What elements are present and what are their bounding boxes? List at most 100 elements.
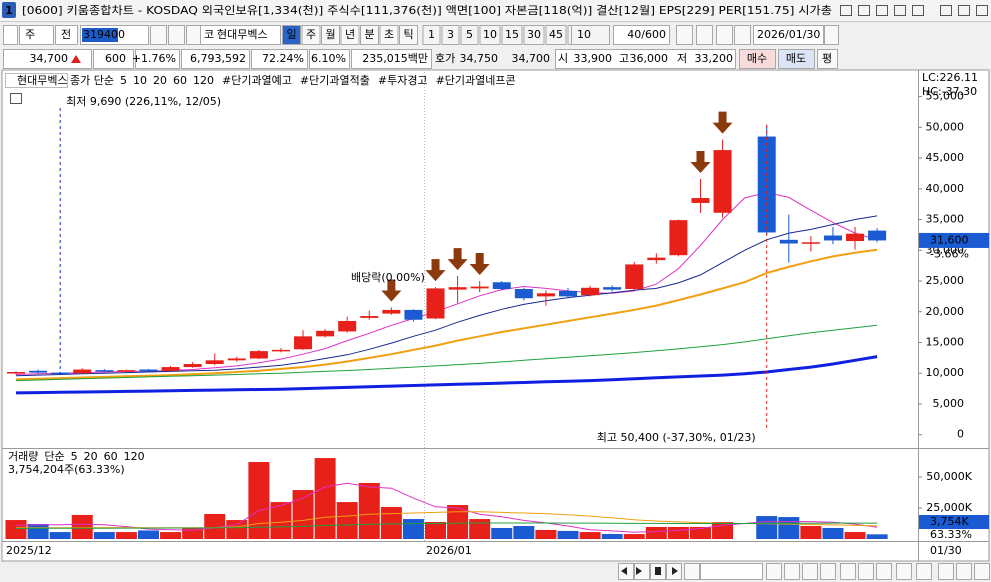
quote-value: 36,000 xyxy=(630,52,669,65)
quote-label: 고 xyxy=(619,52,629,65)
candle-body xyxy=(801,242,820,244)
dividend-note: 배당락(0.00%) xyxy=(351,271,425,284)
volume-bar xyxy=(667,526,689,539)
volume-bar xyxy=(248,462,270,539)
button[interactable] xyxy=(956,563,972,580)
volume-bar xyxy=(226,520,248,539)
candle-body xyxy=(7,372,25,374)
volume-bar xyxy=(756,516,778,539)
candle-body xyxy=(669,220,688,256)
button[interactable] xyxy=(716,25,733,45)
button[interactable] xyxy=(778,49,815,69)
button[interactable] xyxy=(734,25,751,45)
minute-button[interactable] xyxy=(523,25,545,45)
button[interactable] xyxy=(858,563,874,580)
interval-button[interactable] xyxy=(360,25,379,45)
button[interactable] xyxy=(802,563,818,580)
volume-last-box xyxy=(919,515,989,529)
button[interactable] xyxy=(93,49,134,69)
interval-button[interactable] xyxy=(301,25,321,45)
button[interactable] xyxy=(916,563,932,580)
candle-body xyxy=(757,136,776,233)
volume-bar xyxy=(447,505,469,539)
button[interactable] xyxy=(135,49,180,69)
button[interactable] xyxy=(840,563,856,580)
button[interactable] xyxy=(251,49,308,69)
button[interactable] xyxy=(896,563,912,580)
button[interactable] xyxy=(817,49,838,69)
minute-button[interactable] xyxy=(479,25,501,45)
button[interactable] xyxy=(309,49,350,69)
button[interactable] xyxy=(55,25,78,45)
quote-box xyxy=(555,49,736,69)
button[interactable] xyxy=(613,25,670,45)
button[interactable] xyxy=(766,563,782,580)
high-note: 최고 50,400 (-37,30%, 01/23) xyxy=(597,431,756,444)
minute-label: 1 xyxy=(428,28,435,41)
button[interactable] xyxy=(739,49,776,69)
button[interactable] xyxy=(876,563,892,580)
interval-button[interactable] xyxy=(340,25,360,45)
button[interactable] xyxy=(351,49,432,69)
button[interactable] xyxy=(150,25,167,45)
button[interactable] xyxy=(938,563,954,580)
interval-button[interactable] xyxy=(282,25,301,45)
y-tick-label: 25,000 xyxy=(926,274,965,287)
minute-label: 5 xyxy=(466,28,473,41)
button[interactable] xyxy=(676,25,693,45)
button[interactable] xyxy=(3,49,92,69)
button[interactable] xyxy=(19,25,54,45)
button[interactable] xyxy=(684,563,700,580)
window-control[interactable] xyxy=(976,5,988,16)
interval-button[interactable] xyxy=(379,25,399,45)
candle-body xyxy=(29,370,48,373)
candle-body xyxy=(713,150,732,213)
y-tick-label: 5,000 xyxy=(933,397,965,410)
scroll-track[interactable] xyxy=(700,563,763,580)
warning-arrow xyxy=(712,111,733,134)
button[interactable] xyxy=(820,563,836,580)
tag-label: #단기과열예고 xyxy=(222,74,292,87)
button[interactable] xyxy=(974,563,990,580)
window-control[interactable] xyxy=(940,5,952,16)
interval-label: 년 xyxy=(345,28,355,41)
button[interactable] xyxy=(784,563,800,580)
button[interactable] xyxy=(3,25,18,45)
window-control[interactable] xyxy=(958,5,970,16)
window-control[interactable] xyxy=(894,5,906,16)
volume-bar xyxy=(115,532,137,539)
interval-button[interactable] xyxy=(321,25,340,45)
last-change: -3.66% xyxy=(930,247,969,260)
minute-button[interactable] xyxy=(441,25,460,45)
minute-button[interactable] xyxy=(422,25,441,45)
minute-button[interactable] xyxy=(460,25,479,45)
button[interactable] xyxy=(181,49,250,69)
minute-button[interactable] xyxy=(545,25,567,45)
button[interactable] xyxy=(200,25,281,45)
legend-entry: 10 xyxy=(133,74,147,87)
volume-bar xyxy=(402,519,424,539)
minute-label: 30 xyxy=(527,28,541,41)
minute-label: 10 xyxy=(483,28,497,41)
y-tick-label: 40,000 xyxy=(926,182,965,195)
window-control[interactable] xyxy=(840,5,852,16)
button[interactable] xyxy=(571,25,610,45)
volume-bar xyxy=(800,525,822,539)
volume-legend: 20 xyxy=(84,450,98,463)
button[interactable] xyxy=(696,25,713,45)
period-type: 주 xyxy=(25,28,35,41)
window-control[interactable] xyxy=(858,5,870,16)
market: 코 xyxy=(204,28,214,41)
window-control[interactable] xyxy=(876,5,888,16)
interval-button[interactable] xyxy=(399,25,418,45)
volume-bar xyxy=(513,525,535,539)
window-control[interactable] xyxy=(912,5,924,16)
interval-label: 초 xyxy=(384,28,394,41)
button[interactable] xyxy=(753,25,824,45)
button[interactable] xyxy=(824,25,839,45)
button[interactable] xyxy=(634,563,650,580)
button[interactable] xyxy=(168,25,185,45)
minute-label: 15 xyxy=(505,28,519,41)
warning-arrow xyxy=(447,248,468,271)
minute-button[interactable] xyxy=(501,25,523,45)
